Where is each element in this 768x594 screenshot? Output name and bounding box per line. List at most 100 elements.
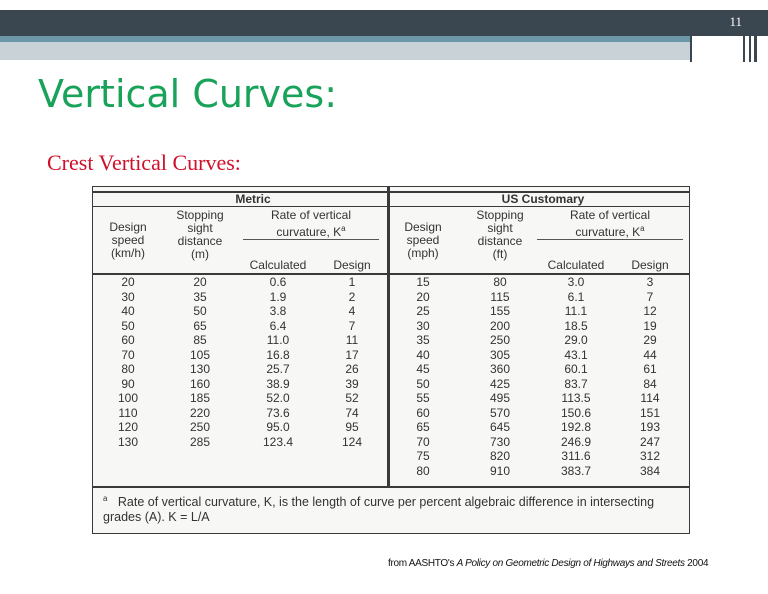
metric-ssd-column: 20 35 50 65 85 105 130 160 185 220 250 285 xyxy=(169,275,231,449)
metric-calculated-header: Calculated xyxy=(249,258,307,272)
us-ssd-header: Stopping sight distance (ft) xyxy=(476,208,524,261)
table-cell: 74 xyxy=(345,405,359,420)
us-speed-header: Design speed (mph) xyxy=(404,220,442,260)
us-rate-superscript: a xyxy=(640,224,645,233)
source-citation: from AASHTO's A Policy on Geometric Desi… xyxy=(388,558,709,569)
table-cell: 20 xyxy=(416,289,430,304)
table-cell: 105 xyxy=(189,347,211,362)
table-cell: 29.0 xyxy=(564,333,588,347)
table-cell: 39 xyxy=(345,376,359,391)
table-cell: 250 xyxy=(189,420,211,434)
table-cell: 312 xyxy=(639,449,661,463)
us-rate-header: Rate of vertical curvature, Ka xyxy=(537,209,683,239)
table-cell: 55 xyxy=(416,391,430,405)
table-cell: 60 xyxy=(416,405,430,420)
table-cell: 1.9 xyxy=(269,289,287,304)
table-cell: 383.7 xyxy=(560,463,592,478)
table-cell: 20 xyxy=(193,275,207,289)
metric-design-header: Design xyxy=(333,258,371,272)
table-cell: 43.1 xyxy=(564,347,588,362)
header-divider xyxy=(749,10,751,62)
table-cell: 11.0 xyxy=(266,333,290,347)
table-cell: 65 xyxy=(193,318,207,333)
table-cell: 44 xyxy=(643,347,657,362)
table-cell: 15 xyxy=(416,275,430,289)
table-cell: 246.9 xyxy=(560,434,592,449)
table-cell: 83.7 xyxy=(564,376,588,391)
table-cell: 18.5 xyxy=(564,318,588,333)
table-cell: 820 xyxy=(489,449,511,463)
table-cell: 114 xyxy=(640,391,660,405)
table-cell: 124 xyxy=(341,434,363,449)
table-cell: 100 xyxy=(117,391,139,405)
table-cell: 50 xyxy=(193,304,207,318)
header-divider xyxy=(754,10,757,62)
table-cell: 30 xyxy=(416,318,430,333)
source-prefix: from AASHTO's xyxy=(388,558,457,569)
table-cell: 360 xyxy=(489,362,511,376)
table-cell: 30 xyxy=(121,289,135,304)
table-cell: 20 xyxy=(121,275,135,289)
metric-rate-label: Rate of vertical curvature, K xyxy=(270,208,352,239)
table-cell: 52 xyxy=(345,391,359,405)
table-cell: 110 xyxy=(118,405,138,420)
table-cell: 130 xyxy=(117,434,139,449)
table-cell: 61 xyxy=(643,362,657,376)
table-cell: 151 xyxy=(639,405,661,420)
footnote-marker: a xyxy=(103,494,108,503)
table-cell: 60.1 xyxy=(564,362,588,376)
table-cell: 40 xyxy=(416,347,430,362)
table-cell: 95.0 xyxy=(266,420,290,434)
metric-calculated-column: 0.6 1.9 3.8 6.4 11.0 16.8 25.7 38.9 52.0 73.6 95.0… xyxy=(239,275,317,449)
table-cell: 192.8 xyxy=(560,420,592,434)
table-cell: 220 xyxy=(189,405,211,420)
metric-ssd-header: Stopping sight distance (m) xyxy=(176,208,224,261)
us-rate-underline xyxy=(537,239,683,240)
table-cell: 7 xyxy=(646,289,654,304)
column-separator xyxy=(387,187,390,486)
table-cell: 130 xyxy=(189,362,211,376)
slide-number: 11 xyxy=(729,14,742,29)
us-speed-column: 15 20 25 30 35 40 45 50 55 60 65 70 75 80 xyxy=(395,275,451,478)
table-cell: 73.6 xyxy=(266,405,290,420)
us-calculated-header: Calculated xyxy=(547,258,605,272)
table-cell: 570 xyxy=(489,405,511,420)
header-bar xyxy=(0,10,768,36)
group-header-rule xyxy=(93,206,689,207)
table-cell: 2 xyxy=(348,289,356,304)
table-cell: 425 xyxy=(489,376,511,391)
table-cell: 193 xyxy=(639,420,661,434)
table-cell: 200 xyxy=(489,318,511,333)
table-cell: 65 xyxy=(416,420,430,434)
footnote-text: Rate of vertical curvature, K, is the le… xyxy=(103,495,655,525)
design-controls-table: Metric US Customary Design speed (km/h) … xyxy=(92,186,690,534)
us-ssd-column: 80 115 155 200 250 305 360 425 495 570 645 730 820 91… xyxy=(467,275,533,478)
source-year: 2004 xyxy=(684,558,709,569)
table-cell: 250 xyxy=(489,333,511,347)
metric-speed-column: 20 30 40 50 60 70 80 90 100 110 120 130 xyxy=(103,275,153,449)
table-footnote: a Rate of vertical curvature, K, is the … xyxy=(103,491,683,525)
us-calculated-column: 3.0 6.1 11.1 18.5 29.0 43.1 60.1 83.7 113.5 150.6… xyxy=(537,275,615,478)
table-cell: 26 xyxy=(345,362,359,376)
header-divider xyxy=(690,10,692,62)
header-band xyxy=(0,36,690,60)
table-cell: 3.8 xyxy=(269,304,287,318)
table-cell: 285 xyxy=(189,434,211,449)
metric-rate-header: Rate of vertical curvature, Ka xyxy=(241,209,381,239)
table-cell: 40 xyxy=(121,304,135,318)
table-cell: 730 xyxy=(489,434,511,449)
table-cell: 11 xyxy=(345,333,359,347)
table-cell: 495 xyxy=(489,391,511,405)
table-cell: 95 xyxy=(345,420,359,434)
table-cell: 90 xyxy=(121,376,135,391)
table-cell: 150.6 xyxy=(560,405,592,420)
slide-title: Vertical Curves: xyxy=(38,72,338,116)
slide-subtitle: Crest Vertical Curves: xyxy=(47,150,241,175)
table-cell: 16.8 xyxy=(266,347,290,362)
table-cell: 11.1 xyxy=(564,304,588,318)
table-cell: 25.7 xyxy=(266,362,290,376)
table-cell: 305 xyxy=(489,347,511,362)
table-cell: 80 xyxy=(493,275,507,289)
table-cell: 12 xyxy=(643,304,657,318)
table-cell: 0.6 xyxy=(269,275,287,289)
